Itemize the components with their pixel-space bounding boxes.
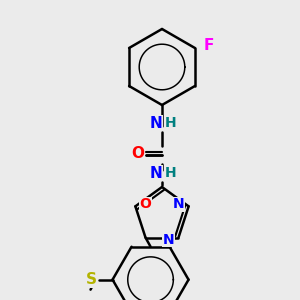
- Text: N: N: [173, 197, 184, 211]
- Text: N: N: [163, 233, 174, 247]
- Text: O: O: [140, 197, 151, 211]
- Text: F: F: [204, 38, 214, 53]
- Text: S: S: [86, 272, 97, 287]
- Text: O: O: [131, 146, 145, 161]
- Text: H: H: [165, 116, 177, 130]
- Text: N: N: [150, 166, 162, 181]
- Text: N: N: [150, 116, 162, 130]
- Text: H: H: [165, 166, 177, 180]
